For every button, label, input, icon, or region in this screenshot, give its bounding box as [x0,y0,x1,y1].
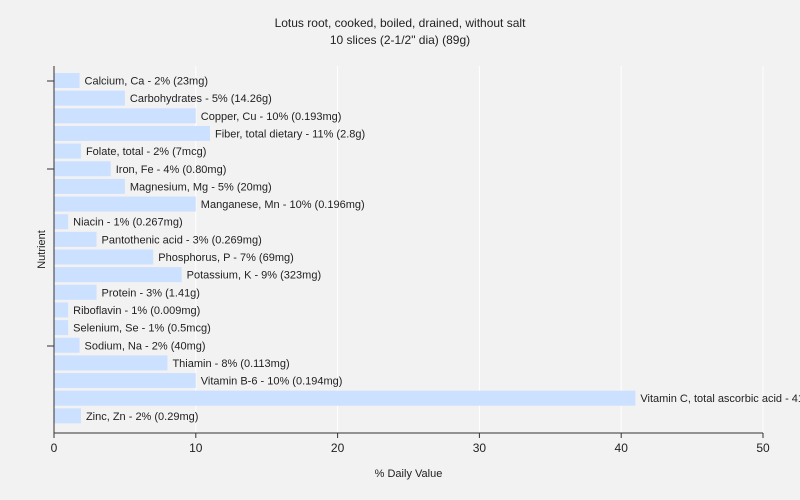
bar-label-15: Sodium, Na - 2% (40mg) [85,340,206,352]
x-tick-label-1: 10 [189,441,203,455]
bar-label-1: Carbohydrates - 5% (14.26g) [130,93,272,105]
bar-label-14: Selenium, Se - 1% (0.5mcg) [73,323,211,335]
x-tick-label-2: 20 [331,441,345,455]
bar-14 [54,320,69,336]
bar-5 [54,161,111,177]
bar-2 [54,108,196,124]
bar-19 [54,408,81,424]
bar-18 [54,390,636,406]
bar-12 [54,284,97,300]
bar-0 [54,73,80,88]
bar-11 [54,267,182,283]
bar-13 [54,302,69,318]
bar-10 [54,249,154,265]
x-tick-label-3: 30 [473,441,487,455]
bar-label-10: Phosphorus, P - 7% (69mg) [158,252,294,264]
bar-label-9: Pantothenic acid - 3% (0.269mg) [102,234,262,246]
bar-6 [54,178,125,194]
bar-8 [54,214,69,230]
bar-17 [54,373,196,389]
bar-label-13: Riboflavin - 1% (0.009mg) [73,305,200,317]
x-tick-label-5: 50 [756,441,770,455]
x-axis-label: % Daily Value [375,468,443,480]
bar-label-18: Vitamin C, total ascorbic acid - 41% (24… [640,393,800,405]
bar-label-11: Potassium, K - 9% (323mg) [187,270,322,282]
bar-label-19: Zinc, Zn - 2% (0.29mg) [86,411,198,423]
bar-16 [54,355,168,371]
chart-subtitle: 10 slices (2-1/2" dia) (89g) [329,33,471,47]
bar-label-2: Copper, Cu - 10% (0.193mg) [201,111,342,123]
bar-label-4: Folate, total - 2% (7mcg) [86,146,206,158]
bar-label-7: Manganese, Mn - 10% (0.196mg) [201,199,365,211]
chart-title: Lotus root, cooked, boiled, drained, wit… [274,16,526,30]
x-tick-label-4: 40 [615,441,629,455]
bar-label-17: Vitamin B-6 - 10% (0.194mg) [201,376,343,388]
bar-3 [54,125,210,141]
bar-label-6: Magnesium, Mg - 5% (20mg) [130,181,272,193]
bar-label-8: Niacin - 1% (0.267mg) [73,217,182,229]
bar-label-3: Fiber, total dietary - 11% (2.8g) [215,128,365,140]
x-tick-label-0: 0 [51,441,58,455]
bar-label-16: Thiamin - 8% (0.113mg) [172,358,289,370]
bar-label-0: Calcium, Ca - 2% (23mg) [85,76,208,88]
bar-7 [54,196,196,212]
bar-15 [54,337,80,353]
bar-9 [54,231,97,247]
y-axis-label: Nutrient [36,230,48,269]
bar-label-5: Iron, Fe - 4% (0.80mg) [116,164,227,176]
bar-4 [54,143,81,159]
bar-label-12: Protein - 3% (1.41g) [102,287,200,299]
bar-1 [54,90,125,106]
